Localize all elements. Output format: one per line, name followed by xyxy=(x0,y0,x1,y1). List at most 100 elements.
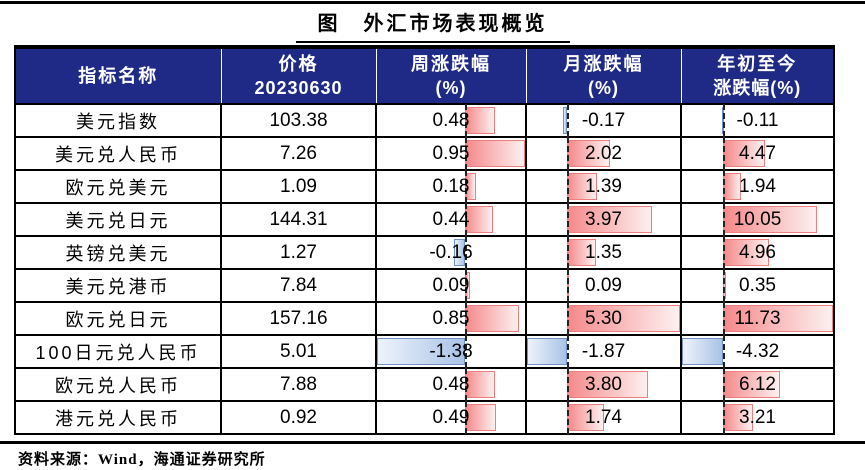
change-data-bar xyxy=(454,239,465,266)
change-data-bar xyxy=(566,206,652,233)
month-change-cell: 2.02 xyxy=(525,136,682,171)
change-value: -1.38 xyxy=(429,340,473,362)
week-change-cell: 0.09 xyxy=(375,268,527,303)
month-change-cell: 5.30 xyxy=(525,301,682,336)
zero-axis-line xyxy=(566,335,569,368)
zero-axis-line xyxy=(464,170,467,203)
col-header-sublabel: 20230630 xyxy=(254,78,343,98)
week-change-cell: 0.49 xyxy=(375,400,527,435)
table-row: 英镑兑美元 1.27 -0.16 1.35 4.96 xyxy=(14,235,835,270)
indicator-name-cell: 欧元兑美元 xyxy=(14,169,222,204)
zero-axis-line xyxy=(464,302,467,335)
ytd-change-cell: 11.73 xyxy=(680,301,835,336)
table-row: 欧元兑美元 1.09 0.18 1.39 1.94 xyxy=(14,169,835,204)
zero-axis-line xyxy=(566,236,569,269)
change-value: 0.09 xyxy=(585,274,622,296)
col-header-price: 价格 20230630 xyxy=(220,46,377,105)
zero-axis-line xyxy=(464,104,467,137)
month-change-cell: 0.09 xyxy=(525,268,682,303)
change-value: 0.48 xyxy=(432,109,470,131)
price-cell: 157.16 xyxy=(220,301,377,336)
change-value: 0.48 xyxy=(432,373,470,395)
month-change-cell: -0.17 xyxy=(525,103,682,138)
change-data-bar xyxy=(464,305,519,332)
change-value: 3.97 xyxy=(585,208,622,230)
price-cell: 7.84 xyxy=(220,268,377,303)
change-value: 0.44 xyxy=(432,208,470,230)
change-data-bar xyxy=(566,173,597,200)
indicator-name-cell: 美元指数 xyxy=(14,103,222,138)
table-row: 欧元兑日元 157.16 0.85 5.30 11.73 xyxy=(14,301,835,336)
source-note: 资料来源：Wind，海通证券研究所 xyxy=(18,452,266,468)
ytd-change-cell: -4.32 xyxy=(680,334,835,369)
indicator-name-cell: 100日元兑人民币 xyxy=(14,334,222,369)
change-data-bar xyxy=(566,404,605,431)
change-data-bar xyxy=(464,107,496,134)
zero-axis-line xyxy=(566,203,569,236)
indicator-name-cell: 美元兑港币 xyxy=(14,268,222,303)
change-value: 0.18 xyxy=(432,175,470,197)
zero-axis-line xyxy=(464,137,467,170)
change-value: 0.35 xyxy=(739,274,776,296)
zero-axis-line xyxy=(722,368,725,401)
change-value: -0.17 xyxy=(581,109,626,131)
top-rule xyxy=(0,1,865,4)
change-data-bar xyxy=(464,371,496,398)
zero-axis-line xyxy=(722,269,725,302)
zero-axis-line xyxy=(566,137,569,170)
month-change-cell: 1.39 xyxy=(525,169,682,204)
price-cell: 1.27 xyxy=(220,235,377,270)
price-cell: 103.38 xyxy=(220,103,377,138)
table-row: 港元兑人民币 0.92 0.49 1.74 3.21 xyxy=(14,400,835,435)
change-data-bar xyxy=(566,371,648,398)
zero-axis-line xyxy=(566,170,569,203)
change-value: 0.49 xyxy=(432,406,470,428)
ytd-change-cell: 0.35 xyxy=(680,268,835,303)
change-value: 11.73 xyxy=(734,307,781,329)
week-change-cell: 0.48 xyxy=(375,103,527,138)
change-data-bar xyxy=(682,338,723,365)
change-value: -0.11 xyxy=(736,109,779,131)
zero-axis-line xyxy=(722,236,725,269)
indicator-name-cell: 英镑兑美元 xyxy=(14,235,222,270)
zero-axis-line xyxy=(464,401,467,434)
change-value: 6.12 xyxy=(739,373,776,395)
week-change-cell: -0.16 xyxy=(375,235,527,270)
month-change-cell: 3.80 xyxy=(525,367,682,402)
change-data-bar xyxy=(722,305,833,332)
ytd-change-cell: 10.05 xyxy=(680,202,835,237)
change-value: 3.80 xyxy=(585,373,622,395)
col-header-sublabel: 涨跌幅(%) xyxy=(713,78,802,98)
zero-axis-line xyxy=(566,104,569,137)
change-value: 4.47 xyxy=(739,142,776,164)
zero-axis-line xyxy=(566,302,569,335)
change-data-bar xyxy=(527,338,567,365)
change-value: 10.05 xyxy=(733,208,782,230)
change-data-bar xyxy=(722,371,781,398)
change-value: 1.39 xyxy=(585,175,622,197)
change-value: 1.94 xyxy=(739,175,776,197)
week-change-cell: 0.95 xyxy=(375,136,527,171)
col-header-label: 周涨跌幅 xyxy=(411,53,491,74)
month-change-cell: 1.35 xyxy=(525,235,682,270)
figure-title-row: 图 外汇市场表现概览 xyxy=(0,5,865,43)
zero-axis-line xyxy=(722,104,725,137)
change-value: 4.96 xyxy=(739,241,776,263)
change-value: 0.09 xyxy=(432,274,470,296)
fx-performance-table: 指标名称 价格 20230630 周涨跌幅 (%) 月涨跌幅 (%) 年初至今 涨跌幅(… xyxy=(14,45,835,435)
price-cell: 7.88 xyxy=(220,367,377,402)
price-cell: 7.26 xyxy=(220,136,377,171)
zero-axis-line xyxy=(722,137,725,170)
change-value: 0.95 xyxy=(432,142,470,164)
week-change-cell: 0.48 xyxy=(375,367,527,402)
month-change-cell: -1.87 xyxy=(525,334,682,369)
table-row: 100日元兑人民币 5.01 -1.38 -1.87 -4.32 xyxy=(14,334,835,369)
zero-axis-line xyxy=(464,236,467,269)
change-value: 3.21 xyxy=(739,406,776,428)
table-body: 美元指数 103.38 0.48 -0.17 -0.11 美元兑人民币 7.26 0.95 2.… xyxy=(14,103,835,435)
ytd-change-cell: 3.21 xyxy=(680,400,835,435)
table-row: 美元兑日元 144.31 0.44 3.97 10.05 xyxy=(14,202,835,237)
zero-axis-line xyxy=(566,269,569,302)
zero-axis-line xyxy=(464,269,467,302)
col-header-month-change: 月涨跌幅 (%) xyxy=(525,46,682,105)
